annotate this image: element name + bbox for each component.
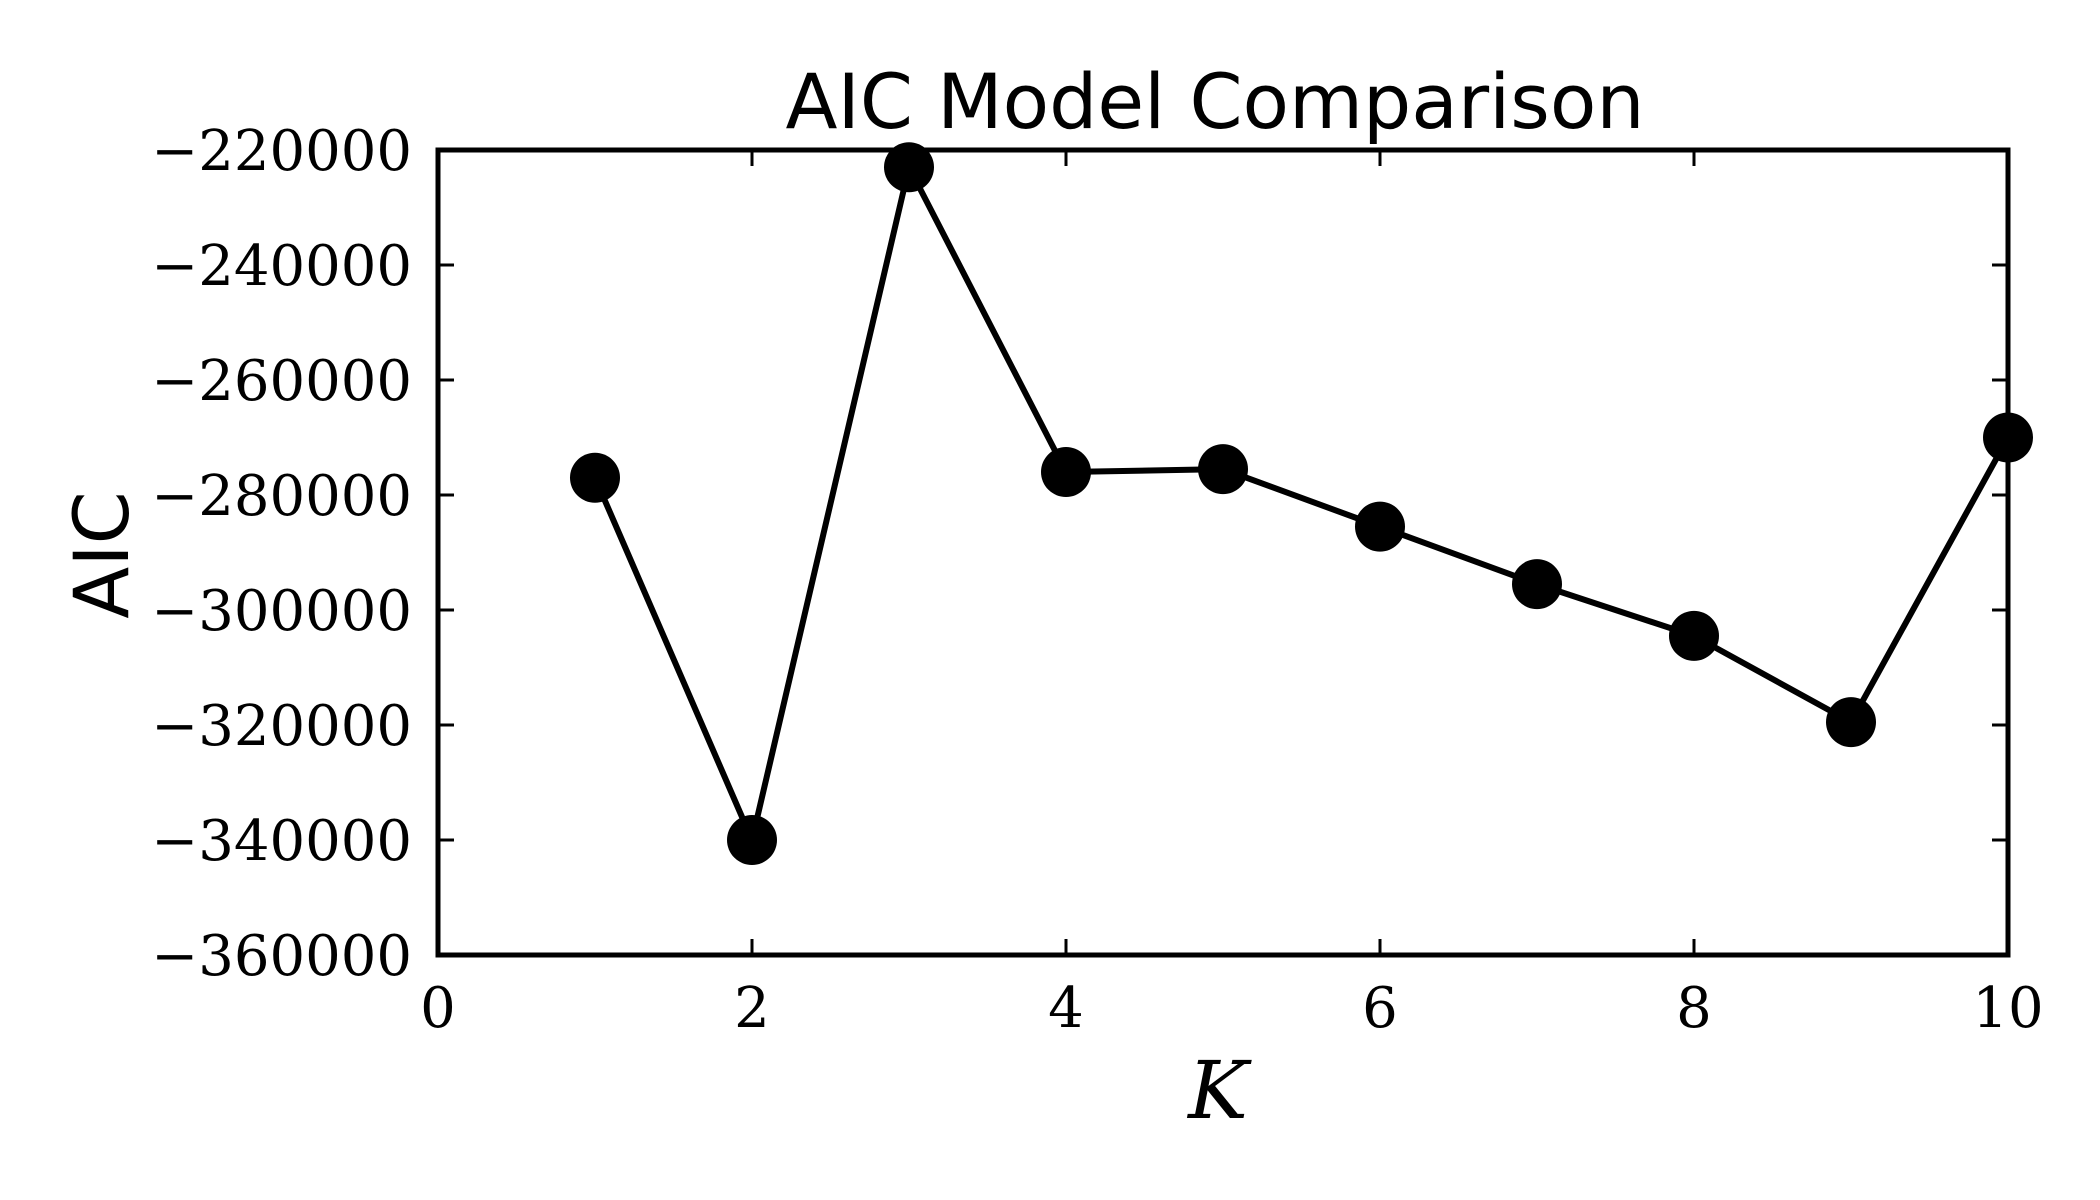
data-point <box>1355 501 1405 552</box>
x-axis-label: K <box>1186 1044 1252 1137</box>
y-tick-label: −360000 <box>151 924 412 989</box>
y-tick-label: −220000 <box>151 119 412 184</box>
x-tick-label: 4 <box>1048 976 1084 1041</box>
series-line <box>592 164 2011 843</box>
data-point <box>884 142 934 193</box>
x-tick-label: 8 <box>1676 976 1712 1041</box>
data-point <box>1826 697 1876 748</box>
data-point <box>727 815 777 865</box>
data-point <box>1512 559 1562 610</box>
axis-ticks: 0 2 4 6 8 10 −220000 −240000 −260000 −280000 −3000… <box>151 119 2043 1041</box>
data-point <box>1041 447 1091 497</box>
x-tick-label: 0 <box>420 976 456 1041</box>
x-tick-label: 2 <box>734 976 770 1041</box>
y-tick-label: −320000 <box>151 694 412 759</box>
x-tick-label: 6 <box>1362 976 1398 1041</box>
y-tick-label: −240000 <box>151 234 412 299</box>
x-tick-label: 10 <box>1972 976 2043 1041</box>
y-tick-label: −300000 <box>151 579 412 644</box>
data-point <box>1198 444 1248 495</box>
y-tick-label: −340000 <box>151 809 412 874</box>
y-tick-label: −280000 <box>151 464 412 529</box>
data-point <box>570 452 620 503</box>
data-point <box>1669 610 1719 661</box>
y-axis-label: AIC <box>57 491 146 618</box>
plot-frame <box>435 147 2011 958</box>
chart-title: AIC Model Comparison <box>785 57 1644 146</box>
data-series <box>570 142 2033 865</box>
y-tick-label: −260000 <box>151 349 412 414</box>
